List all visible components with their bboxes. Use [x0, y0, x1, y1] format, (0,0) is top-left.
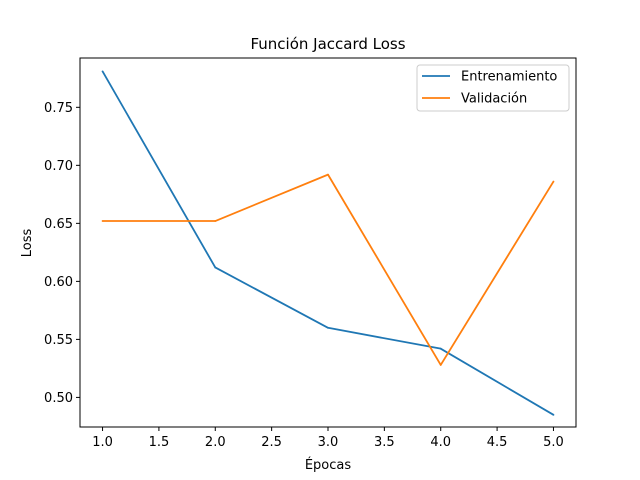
legend-label: Entrenamiento — [461, 70, 557, 85]
x-tick-label: 2.5 — [261, 435, 282, 450]
y-tick-label: 0.70 — [44, 159, 73, 174]
data-point — [327, 173, 329, 176]
data-point — [214, 266, 217, 269]
y-axis-label: Loss — [20, 229, 35, 258]
data-point — [439, 364, 442, 366]
x-tick-label: 5.0 — [543, 435, 564, 450]
x-tick-label: 4.0 — [430, 435, 451, 450]
x-tick-label: 1.0 — [92, 435, 113, 450]
data-point — [327, 326, 329, 329]
x-tick-label: 4.5 — [487, 435, 508, 450]
data-point — [552, 413, 555, 416]
y-tick-label: 0.50 — [44, 391, 73, 406]
y-tick-label: 0.75 — [44, 101, 73, 116]
x-tick-label: 1.5 — [149, 435, 170, 450]
data-point — [101, 70, 104, 73]
series-layer — [101, 70, 555, 416]
x-axis-label: Épocas — [305, 457, 352, 473]
y-tick-label: 0.60 — [44, 275, 73, 290]
data-point — [214, 220, 217, 222]
y-tick-label: 0.65 — [44, 217, 73, 232]
x-tick-label: 3.0 — [318, 435, 339, 450]
y-tick-label: 0.55 — [44, 333, 73, 348]
legend: Entrenamiento Validación — [416, 64, 570, 112]
chart-title: Función Jaccard Loss — [250, 35, 405, 53]
x-axis-ticks: 1.0 1.5 2.0 2.5 3.0 3.5 4.0 4.5 5.0 — [92, 427, 564, 450]
x-tick-label: 3.5 — [374, 435, 395, 450]
legend-label: Validación — [461, 92, 527, 107]
data-point — [552, 180, 555, 183]
data-point — [101, 220, 104, 222]
data-point — [439, 347, 442, 350]
x-tick-label: 2.0 — [205, 435, 226, 450]
legend-box — [416, 64, 570, 112]
y-axis-ticks: 0.50 0.55 0.60 0.65 0.70 0.75 — [44, 101, 80, 406]
